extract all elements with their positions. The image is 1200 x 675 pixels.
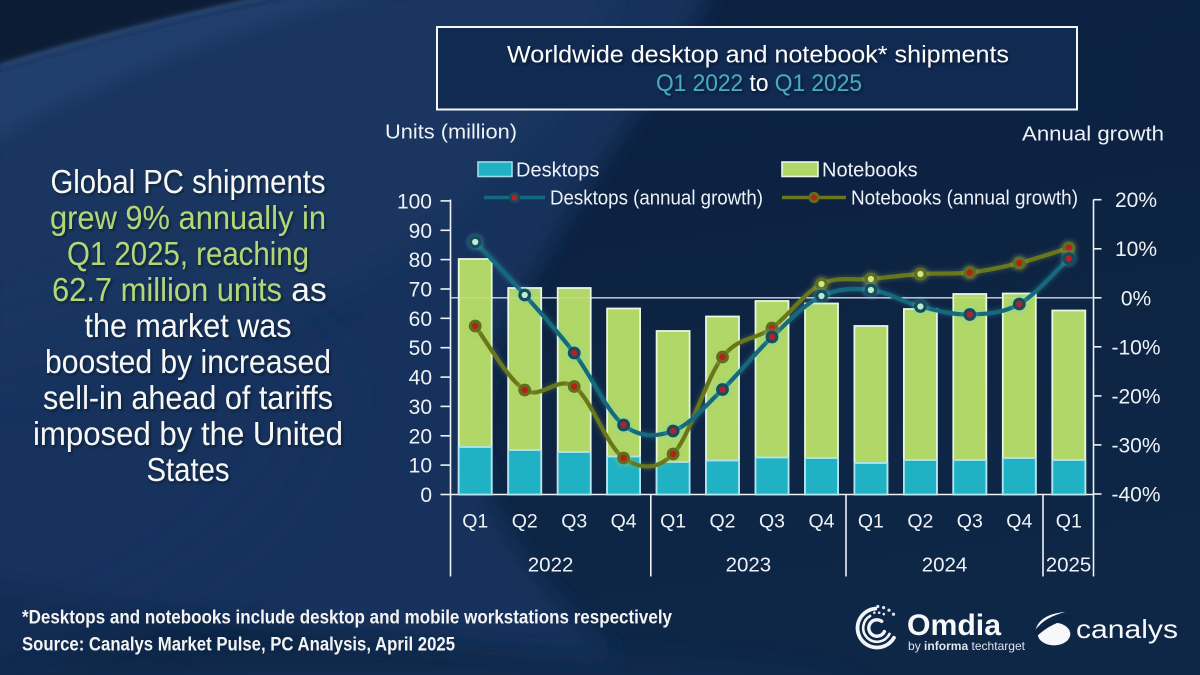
svg-text:50: 50 [409,337,432,360]
svg-text:Q4: Q4 [611,511,637,533]
svg-text:grew 9% annually in: grew 9% annually in [50,200,326,237]
svg-text:Q3: Q3 [561,511,587,533]
svg-text:Q4: Q4 [1006,511,1032,533]
svg-text:10%: 10% [1115,238,1157,261]
svg-text:40: 40 [409,367,432,390]
svg-text:Q3: Q3 [759,511,785,533]
svg-text:Q1: Q1 [858,511,884,533]
svg-text:2025: 2025 [1046,554,1092,577]
svg-text:62.7 million units as: 62.7 million units as [52,272,327,309]
svg-text:Q3: Q3 [957,511,983,533]
svg-text:80: 80 [409,249,432,272]
svg-text:Q2: Q2 [709,511,735,533]
svg-text:States: States [147,452,230,489]
svg-text:Q1 2022 to Q1 2025: Q1 2022 to Q1 2025 [656,70,862,97]
svg-text:-40%: -40% [1111,484,1160,507]
svg-text:*Desktops and notebooks includ: *Desktops and notebooks include desktop … [22,608,672,629]
svg-text:Q1: Q1 [462,511,488,533]
svg-text:Notebooks: Notebooks [822,160,918,182]
svg-text:20%: 20% [1115,189,1157,212]
svg-text:Q1: Q1 [1056,511,1082,533]
svg-text:90: 90 [409,220,432,243]
svg-text:60: 60 [409,308,432,331]
svg-text:0%: 0% [1121,287,1151,310]
svg-text:-10%: -10% [1111,336,1160,359]
svg-text:Desktops: Desktops [516,160,599,182]
svg-text:2024: 2024 [922,554,968,577]
svg-text:Q2: Q2 [512,511,538,533]
svg-text:Units (million): Units (million) [385,121,517,144]
svg-text:-20%: -20% [1111,385,1160,408]
svg-text:2023: 2023 [726,554,772,577]
svg-text:imposed by the United: imposed by the United [33,416,343,453]
svg-text:20: 20 [409,425,432,448]
svg-text:2022: 2022 [528,554,574,577]
svg-text:sell-in ahead of tariffs: sell-in ahead of tariffs [43,380,333,417]
svg-text:boosted by increased: boosted by increased [45,344,331,381]
svg-text:the market was: the market was [85,308,292,345]
svg-text:Q2: Q2 [907,511,933,533]
svg-text:Q4: Q4 [808,511,834,533]
svg-text:by informa techtarget: by informa techtarget [908,639,1026,653]
svg-text:Global PC shipments: Global PC shipments [51,164,326,201]
svg-text:100: 100 [397,190,432,213]
svg-text:0: 0 [420,484,432,507]
svg-text:Annual growth: Annual growth [1022,123,1164,146]
svg-text:Source: Canalys Market Pulse,: Source: Canalys Market Pulse, PC Analysi… [22,635,455,656]
svg-text:Worldwide desktop and notebook: Worldwide desktop and notebook* shipment… [507,42,1009,69]
svg-text:-30%: -30% [1111,434,1160,457]
svg-text:Omdia: Omdia [907,609,1001,642]
svg-text:Notebooks (annual growth): Notebooks (annual growth) [851,188,1078,210]
svg-text:Q1 2025, reaching: Q1 2025, reaching [67,236,309,273]
svg-text:70: 70 [409,279,432,302]
svg-text:Q1: Q1 [660,511,686,533]
svg-text:30: 30 [409,396,432,419]
svg-text:10: 10 [409,455,432,478]
svg-text:Desktops (annual growth): Desktops (annual growth) [550,188,763,210]
svg-text:canalys: canalys [1076,614,1178,644]
